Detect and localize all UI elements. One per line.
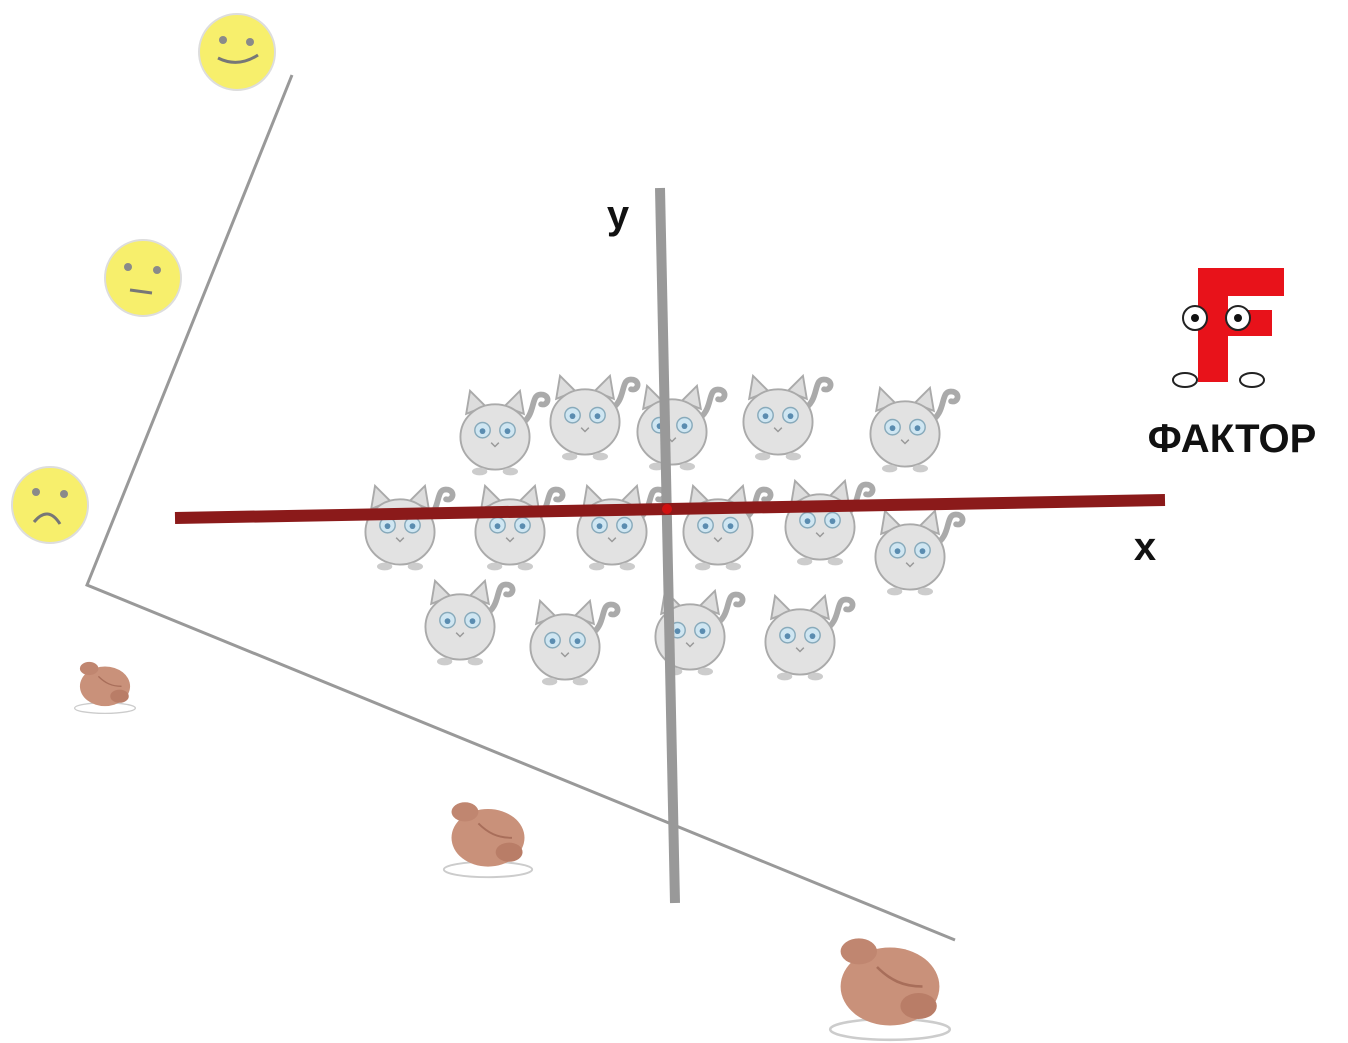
y-axis <box>655 187 680 904</box>
cat <box>550 376 637 460</box>
cat <box>365 486 452 570</box>
cat <box>785 481 872 565</box>
cat <box>875 511 962 595</box>
cat <box>425 581 512 665</box>
cat <box>475 486 562 570</box>
outer-axes <box>85 74 956 942</box>
logo: ФАКТОР <box>1148 268 1317 461</box>
cat <box>530 601 617 685</box>
cat <box>870 388 957 472</box>
cat <box>683 486 770 570</box>
origin <box>662 504 672 514</box>
cat <box>743 376 830 460</box>
cat <box>577 486 664 570</box>
smiley-sad <box>11 466 89 544</box>
chicken-medium <box>442 801 534 879</box>
x-label: x <box>1134 525 1156 569</box>
cat <box>637 386 724 470</box>
chicken-small <box>73 661 137 715</box>
logo-text: ФАКТОР <box>1148 417 1317 461</box>
cat <box>765 596 852 680</box>
cat <box>460 391 547 475</box>
chicken-large <box>828 937 952 1042</box>
y-label: y <box>607 193 630 237</box>
smiley-happy <box>198 13 276 91</box>
smiley-neutral <box>104 239 182 317</box>
